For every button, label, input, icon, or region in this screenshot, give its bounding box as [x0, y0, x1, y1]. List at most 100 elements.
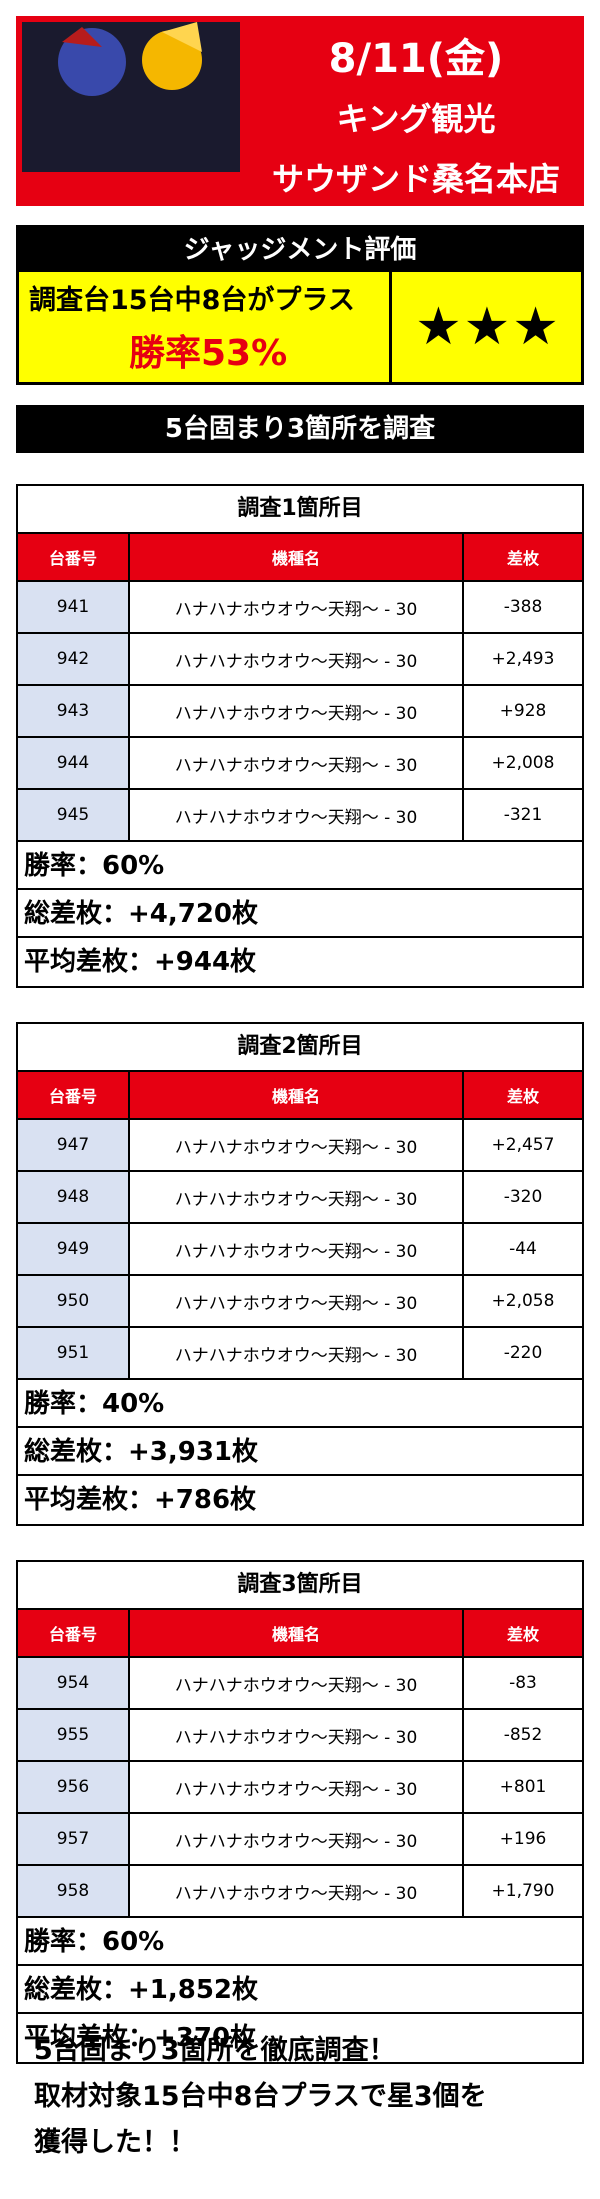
- diff-cell: -220: [503, 1343, 543, 1363]
- premium-judgment-logo: [22, 22, 240, 194]
- table-row: 958 ハナハナホウオウ〜天翔〜 - 30 +1,790: [18, 1866, 582, 1918]
- survey-table-2: 調査2箇所目 台番号 機種名 差枚 947 ハナハナホウオウ〜天翔〜 - 30 +2,457…: [16, 1022, 584, 1526]
- unit-number-cell: 958: [18, 1866, 130, 1916]
- model-name-cell: ハナハナホウオウ〜天翔〜 - 30: [130, 1814, 464, 1864]
- column-header-model: 機種名: [130, 534, 464, 580]
- model-name-cell: ハナハナホウオウ〜天翔〜 - 30: [130, 1172, 464, 1222]
- survey-average-diff: 平均差枚：+786枚: [24, 1485, 257, 1515]
- footer-summary: 5台固まり3箇所を徹底調査！ 取材対象15台中8台プラスで星3個を 獲得した！！: [34, 2028, 574, 2166]
- survey-win-rate: 勝率：60%: [18, 842, 582, 890]
- diff-cell: +2,008: [491, 753, 555, 773]
- table-row: 954 ハナハナホウオウ〜天翔〜 - 30 -83: [18, 1658, 582, 1710]
- judgment-body: 調査台15台中8台がプラス 勝率53% ★★★: [19, 272, 581, 382]
- section-heading: 5台固まり3箇所を調査: [16, 405, 584, 453]
- survey-table-1: 調査1箇所目 台番号 機種名 差枚 941 ハナハナホウオウ〜天翔〜 - 30 -388 94…: [16, 484, 584, 988]
- table-header-row: 台番号 機種名 差枚: [18, 1072, 582, 1120]
- survey-table-3: 調査3箇所目 台番号 機種名 差枚 954 ハナハナホウオウ〜天翔〜 - 30 -83 955…: [16, 1560, 584, 2064]
- column-header-diff: 差枚: [506, 549, 539, 568]
- judgment-win-rate: 勝率53%: [129, 333, 288, 374]
- diff-cell: -321: [503, 805, 543, 825]
- survey-title: 調査2箇所目: [18, 1024, 582, 1072]
- unit-number-cell: 947: [18, 1120, 130, 1170]
- unit-number-cell: 950: [18, 1276, 130, 1326]
- table-row: 944 ハナハナホウオウ〜天翔〜 - 30 +2,008: [18, 738, 582, 790]
- diff-cell: -320: [503, 1187, 543, 1207]
- table-row: 956 ハナハナホウオウ〜天翔〜 - 30 +801: [18, 1762, 582, 1814]
- table-row: 955 ハナハナホウオウ〜天翔〜 - 30 -852: [18, 1710, 582, 1762]
- diff-cell: +928: [499, 701, 547, 721]
- survey-total-diff: 総差枚：+4,720枚: [18, 890, 582, 938]
- model-name-cell: ハナハナホウオウ〜天翔〜 - 30: [130, 1224, 464, 1274]
- table-row: 950 ハナハナホウオウ〜天翔〜 - 30 +2,058: [18, 1276, 582, 1328]
- table-header-row: 台番号 機種名 差枚: [18, 1610, 582, 1658]
- unit-number-cell: 943: [18, 686, 130, 736]
- unit-number-cell: 941: [18, 582, 130, 632]
- column-header-model: 機種名: [130, 1610, 464, 1656]
- diff-cell: -388: [503, 597, 543, 617]
- column-header-unit: 台番号: [18, 1610, 130, 1656]
- survey-title: 調査3箇所目: [18, 1562, 582, 1610]
- model-name-cell: ハナハナホウオウ〜天翔〜 - 30: [130, 790, 464, 840]
- unit-number-cell: 949: [18, 1224, 130, 1274]
- model-name-cell: ハナハナホウオウ〜天翔〜 - 30: [130, 634, 464, 684]
- unit-number-cell: 944: [18, 738, 130, 788]
- survey-total-diff: 総差枚：+1,852枚: [18, 1966, 582, 2014]
- model-name-cell: ハナハナホウオウ〜天翔〜 - 30: [130, 1710, 464, 1760]
- unit-number-cell: 955: [18, 1710, 130, 1760]
- survey-average-diff: 平均差枚：+370枚: [24, 2023, 257, 2053]
- event-date: 8/11(金): [328, 36, 504, 82]
- survey-total-diff: 総差枚：+3,931枚: [18, 1428, 582, 1476]
- column-header-unit: 台番号: [18, 534, 130, 580]
- judgment-summary: 調査台15台中8台がプラス 勝率53%: [19, 272, 392, 382]
- table-row: 949 ハナハナホウオウ〜天翔〜 - 30 -44: [18, 1224, 582, 1276]
- column-header-unit: 台番号: [18, 1072, 130, 1118]
- judgment-box: ジャッジメント評価 調査台15台中8台がプラス 勝率53% ★★★: [16, 225, 584, 385]
- table-row: 957 ハナハナホウオウ〜天翔〜 - 30 +196: [18, 1814, 582, 1866]
- diff-cell: +2,457: [491, 1135, 555, 1155]
- survey-average-diff: 平均差枚：+944枚: [24, 947, 257, 977]
- unit-number-cell: 942: [18, 634, 130, 684]
- diff-cell: +2,493: [491, 649, 555, 669]
- header-banner: 8/11(金) キング観光 サウザンド桑名本店: [16, 16, 584, 206]
- diff-cell: +2,058: [491, 1291, 555, 1311]
- model-name-cell: ハナハナホウオウ〜天翔〜 - 30: [130, 738, 464, 788]
- diff-cell: -83: [509, 1673, 537, 1693]
- hall-name-line1: キング観光: [336, 100, 496, 138]
- model-name-cell: ハナハナホウオウ〜天翔〜 - 30: [130, 582, 464, 632]
- table-row: 941 ハナハナホウオウ〜天翔〜 - 30 -388: [18, 582, 582, 634]
- footer-line-2: 取材対象15台中8台プラスで星3個を: [34, 2081, 487, 2112]
- diff-cell: -852: [503, 1725, 543, 1745]
- judgment-summary-text: 調査台15台中8台がプラス: [29, 285, 355, 316]
- footer-line-3: 獲得した！！: [34, 2127, 196, 2158]
- table-row: 951 ハナハナホウオウ〜天翔〜 - 30 -220: [18, 1328, 582, 1380]
- model-name-cell: ハナハナホウオウ〜天翔〜 - 30: [130, 1658, 464, 1708]
- diff-cell: +801: [499, 1777, 547, 1797]
- column-header-model: 機種名: [130, 1072, 464, 1118]
- unit-number-cell: 957: [18, 1814, 130, 1864]
- table-header-row: 台番号 機種名 差枚: [18, 534, 582, 582]
- table-row: 942 ハナハナホウオウ〜天翔〜 - 30 +2,493: [18, 634, 582, 686]
- model-name-cell: ハナハナホウオウ〜天翔〜 - 30: [130, 1762, 464, 1812]
- survey-win-rate: 勝率：40%: [18, 1380, 582, 1428]
- table-row: 943 ハナハナホウオウ〜天翔〜 - 30 +928: [18, 686, 582, 738]
- model-name-cell: ハナハナホウオウ〜天翔〜 - 30: [130, 1866, 464, 1916]
- model-name-cell: ハナハナホウオウ〜天翔〜 - 30: [130, 1120, 464, 1170]
- footer-line-1: 5台固まり3箇所を徹底調査！: [34, 2035, 396, 2066]
- table-row: 948 ハナハナホウオウ〜天翔〜 - 30 -320: [18, 1172, 582, 1224]
- hall-name-line2: サウザンド桑名本店: [271, 160, 560, 198]
- diff-cell: +196: [499, 1829, 547, 1849]
- unit-number-cell: 951: [18, 1328, 130, 1378]
- table-row: 947 ハナハナホウオウ〜天翔〜 - 30 +2,457: [18, 1120, 582, 1172]
- hall-info: 8/11(金) キング観光 サウザンド桑名本店: [248, 16, 584, 206]
- table-row: 945 ハナハナホウオウ〜天翔〜 - 30 -321: [18, 790, 582, 842]
- model-name-cell: ハナハナホウオウ〜天翔〜 - 30: [130, 1328, 464, 1378]
- unit-number-cell: 956: [18, 1762, 130, 1812]
- column-header-diff: 差枚: [506, 1087, 539, 1106]
- diff-cell: +1,790: [491, 1881, 555, 1901]
- star-rating: ★★★: [415, 297, 561, 357]
- unit-number-cell: 954: [18, 1658, 130, 1708]
- model-name-cell: ハナハナホウオウ〜天翔〜 - 30: [130, 1276, 464, 1326]
- survey-title: 調査1箇所目: [18, 486, 582, 534]
- column-header-diff: 差枚: [506, 1625, 539, 1644]
- unit-number-cell: 948: [18, 1172, 130, 1222]
